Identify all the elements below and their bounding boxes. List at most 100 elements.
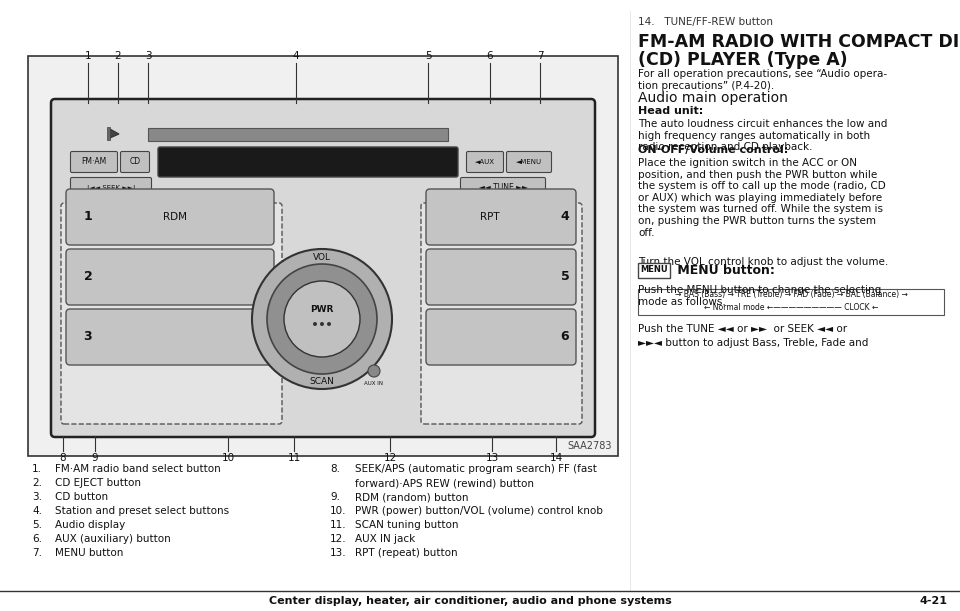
- FancyBboxPatch shape: [426, 189, 576, 245]
- Text: 14: 14: [549, 453, 563, 463]
- Text: Audio display: Audio display: [55, 520, 125, 530]
- FancyBboxPatch shape: [66, 309, 274, 365]
- Text: Head unit:: Head unit:: [638, 106, 704, 116]
- Text: PWR (power) button/VOL (volume) control knob: PWR (power) button/VOL (volume) control …: [355, 506, 603, 516]
- FancyBboxPatch shape: [70, 178, 152, 199]
- Text: SAA2783: SAA2783: [567, 441, 612, 451]
- Text: 4-21: 4-21: [920, 596, 948, 606]
- FancyBboxPatch shape: [426, 309, 576, 365]
- Text: forward)·APS REW (rewind) button: forward)·APS REW (rewind) button: [355, 478, 534, 488]
- Text: 6: 6: [561, 331, 569, 343]
- Text: AUX IN: AUX IN: [365, 381, 383, 386]
- Text: Push the MENU button to change the selecting
mode as follows.: Push the MENU button to change the selec…: [638, 285, 881, 307]
- Text: MENU: MENU: [640, 266, 668, 274]
- Text: 7: 7: [537, 51, 543, 61]
- Text: ◄MENU: ◄MENU: [516, 159, 542, 165]
- Text: Place the ignition switch in the ACC or ON
position, and then push the PWR butto: Place the ignition switch in the ACC or …: [638, 158, 886, 238]
- Text: (CD) PLAYER (Type A): (CD) PLAYER (Type A): [638, 51, 848, 69]
- Circle shape: [284, 281, 360, 357]
- Text: 4: 4: [293, 51, 300, 61]
- FancyBboxPatch shape: [426, 249, 576, 305]
- Circle shape: [320, 322, 324, 326]
- Circle shape: [313, 322, 317, 326]
- Text: 10: 10: [222, 453, 234, 463]
- FancyBboxPatch shape: [121, 152, 150, 172]
- Text: Turn the VOL control knob to adjust the volume.: Turn the VOL control knob to adjust the …: [638, 257, 888, 267]
- FancyBboxPatch shape: [66, 189, 274, 245]
- FancyBboxPatch shape: [421, 203, 582, 424]
- Bar: [148, 128, 448, 141]
- Text: AUX (auxiliary) button: AUX (auxiliary) button: [55, 534, 171, 544]
- Text: SCAN: SCAN: [309, 376, 334, 386]
- Text: MENU button:: MENU button:: [673, 263, 775, 277]
- Text: 10.: 10.: [330, 506, 347, 516]
- Text: RDM: RDM: [163, 212, 187, 222]
- FancyBboxPatch shape: [158, 147, 458, 177]
- Circle shape: [267, 264, 377, 374]
- Text: VOL: VOL: [313, 252, 331, 262]
- Text: ►►◄ button to adjust Bass, Treble, Fade and: ►►◄ button to adjust Bass, Treble, Fade …: [638, 338, 869, 348]
- Text: 9.: 9.: [330, 492, 340, 502]
- Bar: [28, 56, 618, 456]
- Text: MENU button: MENU button: [55, 548, 124, 558]
- Text: 3: 3: [84, 331, 92, 343]
- Text: CD button: CD button: [55, 492, 108, 502]
- Text: 5.: 5.: [32, 520, 42, 530]
- Bar: [107, 127, 110, 140]
- Text: ← Normal mode ←————————— CLOCK ←: ← Normal mode ←————————— CLOCK ←: [704, 304, 878, 312]
- Text: 12: 12: [383, 453, 396, 463]
- Text: 2: 2: [114, 51, 121, 61]
- Text: Push the TUNE ◄◄ or ►►  or SEEK ◄◄ or: Push the TUNE ◄◄ or ►► or SEEK ◄◄ or: [638, 324, 847, 334]
- Text: 11: 11: [287, 453, 300, 463]
- Text: 5: 5: [561, 271, 569, 284]
- Text: 9: 9: [92, 453, 98, 463]
- Text: Center display, heater, air conditioner, audio and phone systems: Center display, heater, air conditioner,…: [269, 596, 671, 606]
- Text: 4: 4: [561, 211, 569, 224]
- Text: 2.: 2.: [32, 478, 42, 488]
- Text: For all operation precautions, see “Audio opera-
tion precautions” (P.4-20).: For all operation precautions, see “Audi…: [638, 69, 887, 90]
- Bar: [638, 263, 670, 278]
- Polygon shape: [110, 129, 119, 138]
- Text: CD EJECT button: CD EJECT button: [55, 478, 141, 488]
- Text: 6: 6: [487, 51, 493, 61]
- Bar: [638, 289, 944, 315]
- Text: AUX IN jack: AUX IN jack: [355, 534, 416, 544]
- FancyBboxPatch shape: [70, 152, 117, 172]
- FancyBboxPatch shape: [461, 178, 545, 199]
- Text: 14.   TUNE/FF-REW button: 14. TUNE/FF-REW button: [638, 17, 773, 27]
- Text: 8.: 8.: [330, 464, 340, 474]
- Text: PWR: PWR: [310, 304, 334, 313]
- FancyBboxPatch shape: [66, 249, 274, 305]
- Text: 12.: 12.: [330, 534, 347, 544]
- Text: 1.: 1.: [32, 464, 42, 474]
- Text: RPT: RPT: [480, 212, 500, 222]
- Text: The auto loudness circuit enhances the low and
high frequency ranges automatical: The auto loudness circuit enhances the l…: [638, 119, 887, 152]
- Text: 4.: 4.: [32, 506, 42, 516]
- FancyBboxPatch shape: [467, 152, 503, 172]
- FancyBboxPatch shape: [507, 152, 551, 172]
- Text: CD: CD: [130, 158, 140, 167]
- Text: ◄◄ TUNE ►►: ◄◄ TUNE ►►: [479, 183, 527, 192]
- Text: RDM (random) button: RDM (random) button: [355, 492, 468, 502]
- Text: 6.: 6.: [32, 534, 42, 544]
- Text: 13.: 13.: [330, 548, 347, 558]
- Text: 3.: 3.: [32, 492, 42, 502]
- Text: 8: 8: [60, 453, 66, 463]
- Text: SCAN tuning button: SCAN tuning button: [355, 520, 459, 530]
- Text: 3: 3: [145, 51, 152, 61]
- FancyBboxPatch shape: [61, 203, 282, 424]
- Text: ON·OFF/Volume control:: ON·OFF/Volume control:: [638, 145, 788, 155]
- Circle shape: [368, 365, 380, 377]
- Text: 1: 1: [84, 211, 92, 224]
- Text: ◄AUX: ◄AUX: [475, 159, 495, 165]
- Text: FM·AM: FM·AM: [82, 158, 107, 167]
- Circle shape: [252, 249, 392, 389]
- Text: SEEK/APS (automatic program search) FF (fast: SEEK/APS (automatic program search) FF (…: [355, 464, 597, 474]
- Text: Audio main operation: Audio main operation: [638, 91, 788, 105]
- Text: 5: 5: [424, 51, 431, 61]
- Text: 7.: 7.: [32, 548, 42, 558]
- Text: 2: 2: [84, 271, 92, 284]
- Text: |◄◄ SEEK ►►|: |◄◄ SEEK ►►|: [86, 185, 135, 191]
- FancyBboxPatch shape: [51, 99, 595, 437]
- Text: RPT (repeat) button: RPT (repeat) button: [355, 548, 458, 558]
